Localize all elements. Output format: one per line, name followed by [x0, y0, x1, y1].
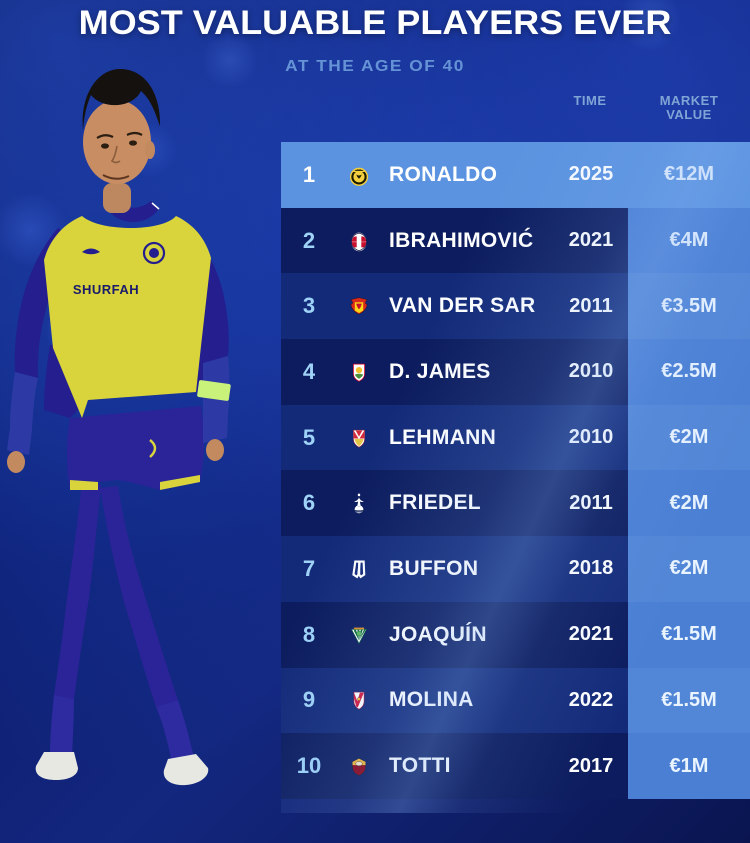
svg-text:SHURFAH: SHURFAH [73, 282, 139, 297]
